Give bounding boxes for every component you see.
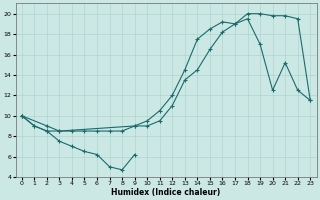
X-axis label: Humidex (Indice chaleur): Humidex (Indice chaleur) xyxy=(111,188,221,197)
